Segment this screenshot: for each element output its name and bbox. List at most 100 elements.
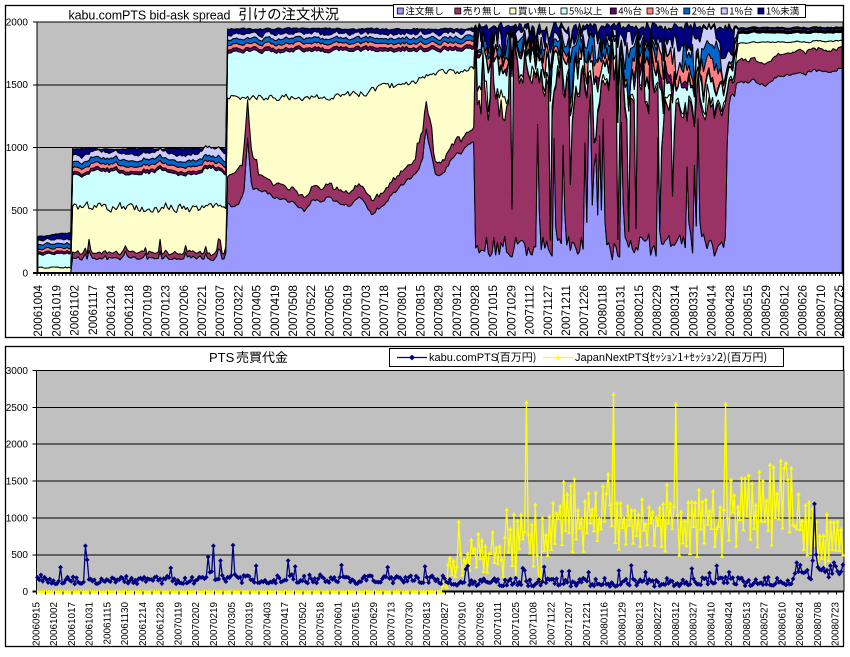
- svg-text:20071127: 20071127: [542, 285, 555, 336]
- svg-text:20070601: 20070601: [333, 601, 344, 645]
- svg-text:20070518: 20070518: [316, 601, 327, 645]
- svg-text:20061031: 20061031: [85, 601, 96, 645]
- svg-text:20080527: 20080527: [760, 602, 771, 646]
- svg-text:20070417: 20070417: [280, 602, 291, 646]
- svg-text:20060915: 20060915: [31, 601, 42, 645]
- svg-text:20080626: 20080626: [797, 285, 810, 337]
- svg-text:20070718: 20070718: [378, 285, 391, 337]
- svg-text:500: 500: [11, 206, 28, 217]
- svg-text:20080215: 20080215: [633, 285, 646, 337]
- svg-text:20080314: 20080314: [669, 284, 682, 336]
- svg-text:20080723: 20080723: [831, 601, 842, 645]
- svg-text:20080424: 20080424: [724, 601, 735, 645]
- svg-text:kabu.comPTS bid-ask spread: kabu.comPTS bid-ask spread: [69, 9, 231, 23]
- svg-text:20080129: 20080129: [618, 601, 629, 645]
- svg-text:20070109: 20070109: [141, 285, 154, 337]
- svg-text:20080213: 20080213: [635, 601, 646, 645]
- svg-text:1500: 1500: [6, 80, 29, 91]
- svg-text:500: 500: [11, 550, 28, 561]
- svg-text:20061130: 20061130: [120, 601, 131, 645]
- svg-text:20080410: 20080410: [706, 601, 717, 645]
- svg-text:20070319: 20070319: [245, 601, 256, 645]
- svg-text:20080710: 20080710: [815, 285, 828, 337]
- svg-text:20070827: 20070827: [440, 602, 451, 646]
- svg-text:20070801: 20070801: [396, 285, 409, 337]
- svg-text:20070419: 20070419: [269, 285, 282, 337]
- svg-text:20061214: 20061214: [138, 601, 149, 645]
- svg-text:kabu.comPTS: kabu.comPTS: [429, 352, 498, 364]
- svg-text:20061218: 20061218: [123, 285, 136, 337]
- svg-text:20070206: 20070206: [178, 285, 191, 337]
- svg-text:20061115: 20061115: [102, 601, 113, 644]
- svg-text:20080229: 20080229: [651, 285, 664, 337]
- svg-text:20070502: 20070502: [298, 602, 309, 646]
- svg-text:20071108: 20071108: [529, 601, 540, 645]
- svg-text:1000: 1000: [6, 143, 29, 154]
- svg-text:20071226: 20071226: [578, 285, 591, 337]
- svg-text:20070829: 20070829: [433, 285, 446, 337]
- svg-text:20071015: 20071015: [487, 285, 500, 337]
- svg-text:20070615: 20070615: [351, 601, 362, 645]
- svg-text:20080612: 20080612: [778, 285, 791, 337]
- svg-text:20080414: 20080414: [706, 284, 719, 336]
- svg-text:0: 0: [22, 587, 28, 598]
- svg-text:20070605: 20070605: [323, 285, 336, 337]
- svg-text:20071221: 20071221: [582, 601, 593, 645]
- svg-text:20080624: 20080624: [795, 601, 806, 645]
- svg-text:20070815: 20070815: [414, 285, 427, 337]
- svg-text:20080312: 20080312: [671, 602, 682, 646]
- svg-text:20070305: 20070305: [227, 601, 238, 645]
- svg-text:1000: 1000: [6, 513, 29, 524]
- svg-text:20070813: 20070813: [422, 601, 433, 645]
- svg-text:20070202: 20070202: [191, 602, 202, 646]
- svg-text:3000: 3000: [6, 366, 29, 377]
- svg-text:20071112: 20071112: [524, 285, 537, 335]
- svg-text:20071122: 20071122: [546, 602, 557, 645]
- svg-text:20080610: 20080610: [777, 601, 788, 645]
- svg-text:20080116: 20080116: [600, 601, 611, 645]
- svg-text:0: 0: [22, 269, 28, 280]
- svg-text:20070703: 20070703: [360, 285, 373, 337]
- svg-text:20070322: 20070322: [232, 285, 245, 337]
- svg-text:20080428: 20080428: [724, 285, 737, 337]
- svg-text:20070928: 20070928: [469, 285, 482, 337]
- svg-text:2000: 2000: [6, 18, 29, 29]
- svg-text:20061002: 20061002: [49, 602, 60, 646]
- svg-text:20070219: 20070219: [209, 601, 220, 645]
- svg-text:20080118: 20080118: [596, 285, 609, 336]
- svg-text:20061228: 20061228: [156, 601, 167, 645]
- svg-text:20071207: 20071207: [564, 602, 575, 646]
- svg-text:20070403: 20070403: [262, 601, 273, 645]
- svg-text:20071025: 20071025: [511, 601, 522, 645]
- svg-text:20070619: 20070619: [342, 285, 355, 337]
- svg-text:20070522: 20070522: [305, 285, 318, 337]
- svg-text:20061117: 20061117: [87, 285, 100, 335]
- svg-text:20070307: 20070307: [214, 285, 227, 337]
- svg-text:20080327: 20080327: [689, 602, 700, 646]
- svg-text:20070910: 20070910: [458, 601, 469, 645]
- svg-text:20071211: 20071211: [560, 285, 573, 336]
- svg-text:20080331: 20080331: [687, 285, 700, 337]
- svg-text:20070123: 20070123: [160, 285, 173, 337]
- svg-text:20070629: 20070629: [369, 601, 380, 645]
- svg-text:1500: 1500: [6, 477, 29, 488]
- svg-text:20080708: 20080708: [813, 601, 824, 645]
- svg-text:20061019: 20061019: [50, 285, 63, 337]
- svg-text:20070912: 20070912: [451, 285, 464, 337]
- svg-text:20080515: 20080515: [742, 285, 755, 337]
- svg-text:20070730: 20070730: [404, 601, 415, 645]
- svg-text:20061102: 20061102: [69, 285, 82, 336]
- svg-text:20080529: 20080529: [760, 285, 773, 337]
- svg-text:2500: 2500: [6, 403, 29, 414]
- svg-text:20071011: 20071011: [493, 601, 504, 645]
- svg-text:20080131: 20080131: [615, 285, 628, 337]
- svg-text:20070508: 20070508: [287, 285, 300, 337]
- svg-text:20080725: 20080725: [833, 285, 846, 337]
- svg-text:JapanNextPTS: JapanNextPTS: [575, 352, 649, 364]
- svg-text:PTS: PTS: [209, 350, 235, 365]
- svg-text:20070713: 20070713: [387, 601, 398, 645]
- svg-text:20080513: 20080513: [742, 601, 753, 645]
- svg-text:20061017: 20061017: [67, 602, 78, 646]
- svg-text:20070221: 20070221: [196, 285, 209, 337]
- svg-text:20070926: 20070926: [475, 601, 486, 645]
